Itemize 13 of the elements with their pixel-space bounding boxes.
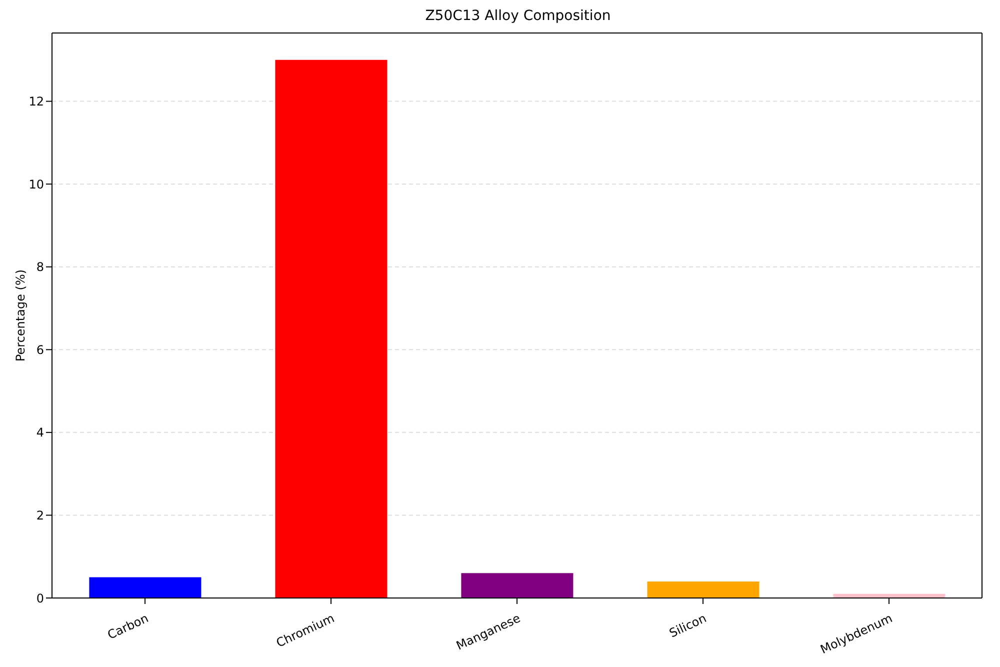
y-tick-label: 0 [36, 591, 44, 606]
bar [461, 573, 574, 598]
bar [647, 581, 760, 598]
y-tick-label: 12 [28, 94, 44, 109]
bar [275, 60, 388, 598]
y-tick-label: 8 [36, 260, 44, 274]
y-axis-title: Percentage (%) [13, 269, 28, 362]
bar [89, 577, 202, 598]
chart-title: Z50C13 Alloy Composition [424, 8, 612, 26]
y-tick-label: 2 [36, 508, 44, 522]
y-tick-label: 10 [28, 177, 44, 192]
y-tick-label: 6 [36, 342, 44, 357]
y-tick-label: 4 [36, 426, 44, 440]
